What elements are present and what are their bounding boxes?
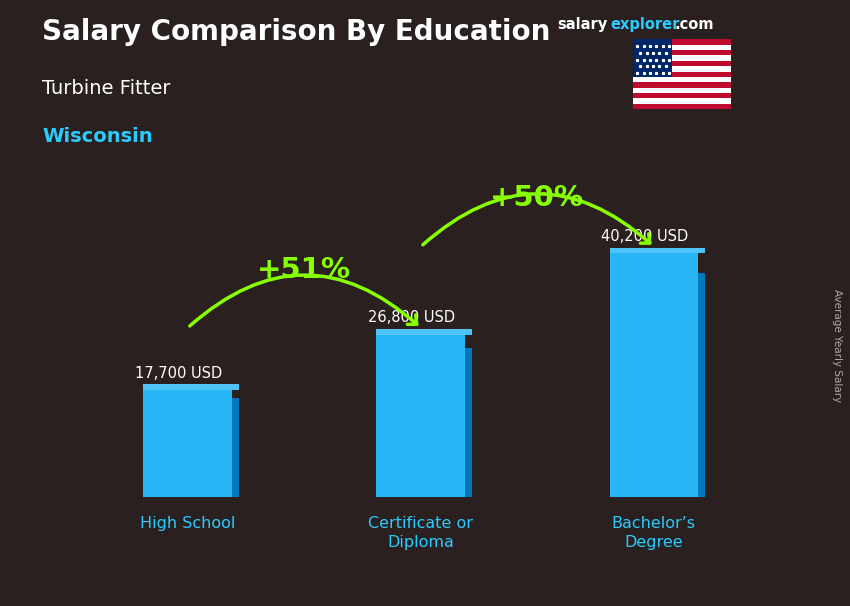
Bar (698, 273, 705, 497)
Text: +50%: +50% (490, 184, 584, 212)
Bar (633, 39, 731, 45)
Bar (633, 45, 731, 50)
Text: explorer: explorer (610, 17, 680, 32)
Text: 26,800 USD: 26,800 USD (368, 310, 456, 325)
Bar (633, 93, 731, 98)
Bar (633, 61, 731, 66)
Bar (633, 88, 731, 93)
Bar (633, 66, 731, 72)
Bar (633, 77, 731, 82)
Text: Wisconsin: Wisconsin (42, 127, 153, 146)
Bar (633, 72, 731, 77)
Text: salary: salary (557, 17, 607, 32)
Bar (609, 253, 698, 497)
Bar (144, 384, 239, 390)
Text: .com: .com (674, 17, 713, 32)
Text: +51%: +51% (258, 256, 351, 284)
Bar (377, 335, 465, 497)
Bar (144, 390, 232, 497)
Bar (465, 347, 472, 497)
Text: Turbine Fitter: Turbine Fitter (42, 79, 171, 98)
Bar (633, 98, 731, 104)
Bar (633, 56, 731, 61)
Bar (633, 39, 672, 77)
Text: Average Yearly Salary: Average Yearly Salary (832, 289, 842, 402)
Bar (232, 398, 239, 497)
Bar (633, 82, 731, 88)
Text: 40,200 USD: 40,200 USD (601, 229, 688, 244)
Bar (377, 329, 472, 335)
Bar (609, 248, 705, 253)
Bar (633, 50, 731, 56)
Text: 17,700 USD: 17,700 USD (135, 365, 223, 381)
Bar (633, 104, 731, 109)
Text: Salary Comparison By Education: Salary Comparison By Education (42, 18, 551, 46)
